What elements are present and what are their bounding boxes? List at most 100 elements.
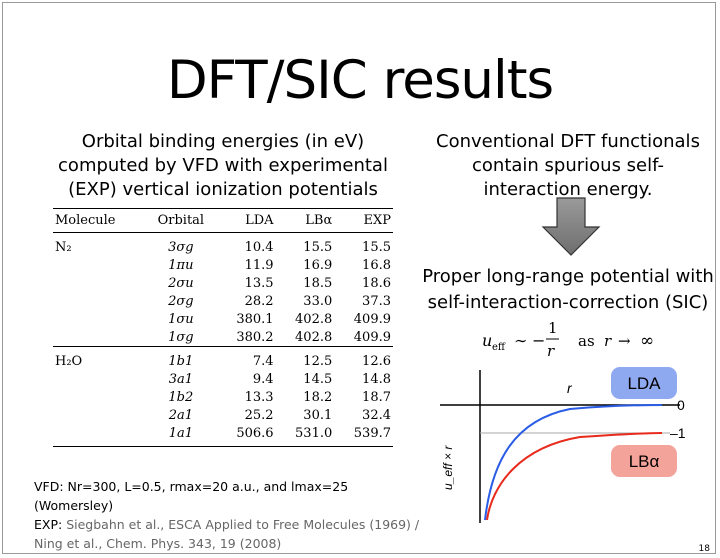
table-row: 1b2 13.3 18.2 18.7 <box>53 388 393 406</box>
formula-arrow: → <box>618 332 631 350</box>
header-orbital: Orbital <box>144 208 217 233</box>
header-exp: EXP <box>334 208 393 233</box>
sie-caption: Conventional DFT functionals contain spu… <box>420 130 716 202</box>
cell-lda: 7.4 <box>216 346 276 370</box>
lba-legend-label: LBα <box>629 452 660 471</box>
cell-exp: 18.6 <box>362 275 391 291</box>
table-caption-line2: computed by VFD with experimental <box>58 155 388 176</box>
cell-orbital: 1σg <box>168 329 194 345</box>
cell-exp: 37.3 <box>362 293 391 309</box>
formula-minus: − <box>532 331 545 350</box>
binding-energy-table: Molecule Orbital LDA LBα EXP N₂ 3σg 10.4… <box>53 208 393 447</box>
slide-number: 18 <box>698 544 710 554</box>
formula-infinity: ∞ <box>640 331 654 351</box>
cell-orbital: 2σg <box>168 293 194 309</box>
table-row: 2a1 25.2 30.1 32.4 <box>53 406 393 424</box>
cell-lba: 402.8 <box>295 311 333 327</box>
cell-exp: 409.9 <box>353 329 391 345</box>
formula-svg: u eff ∼ − 1 r as r → ∞ <box>482 319 654 360</box>
header-lba: LBα <box>275 208 335 233</box>
cell-lba: 14.5 <box>303 371 333 387</box>
sie-caption-line2: contain spurious self- <box>472 155 664 176</box>
footnote-exp-prefix: EXP: <box>34 517 67 532</box>
footnote-ning-reference: Ning et al., Chem. Phys. 343, 19 (2008) <box>34 536 282 551</box>
cell-lba: 30.1 <box>303 407 333 423</box>
cell-lda: 380.1 <box>236 311 274 327</box>
cell-molecule <box>53 292 145 310</box>
formula-eff-subscript: eff <box>492 342 506 353</box>
sic-caption-line1: Proper long-range potential with <box>422 266 714 287</box>
table-caption-line3: (EXP) vertical ionization potentials <box>68 179 378 200</box>
lda-legend-box <box>611 367 677 399</box>
cell-lda: 11.9 <box>244 257 274 273</box>
cell-lba: 531.0 <box>275 424 335 447</box>
cell-orbital: 1b1 <box>144 346 217 370</box>
cell-orbital: 2σu <box>168 275 194 291</box>
formula-u: u <box>482 331 492 350</box>
formula-as: as <box>578 332 595 350</box>
potential-plot: r 0 –1 u_eff × r LDA LBα <box>440 367 686 523</box>
footnote-exp: EXP: Siegbahn et al., ESCA Applied to Fr… <box>34 515 424 534</box>
table-caption-line1: Orbital binding energies (in eV) <box>81 131 365 152</box>
cell-lba: 12.5 <box>275 346 335 370</box>
cell-lba: 402.8 <box>295 329 333 345</box>
cell-molecule <box>53 310 145 328</box>
cell-exp: 18.7 <box>362 389 391 405</box>
cell-molecule: N₂ <box>55 239 72 255</box>
cell-molecule <box>53 274 145 292</box>
table-row: 1πu 11.9 16.9 16.8 <box>53 256 393 274</box>
formula-numerator: 1 <box>548 319 558 337</box>
sie-caption-line3: interaction energy. <box>483 179 653 200</box>
formula-denominator: r <box>547 342 555 360</box>
cell-lda: 13.5 <box>244 275 274 291</box>
cell-lba: 33.0 <box>303 293 333 309</box>
x-axis-label: r <box>567 380 573 396</box>
table-row: 1σg 380.2 402.8 409.9 <box>53 328 393 347</box>
footnote-exp-reference: Siegbahn et al., ESCA Applied to Free Mo… <box>66 517 420 532</box>
cell-orbital: 2a1 <box>168 407 193 423</box>
cell-lda: 506.6 <box>216 424 276 447</box>
cell-orbital: 3σg <box>168 239 194 255</box>
cell-lba: 18.2 <box>303 389 333 405</box>
slide-title: DFT/SIC results <box>166 50 554 111</box>
table-row: 1σu 380.1 402.8 409.9 <box>53 310 393 328</box>
table-row: 2σg 28.2 33.0 37.3 <box>53 292 393 310</box>
cell-lda: 28.2 <box>244 293 274 309</box>
tick-label-zero: 0 <box>677 397 685 413</box>
lda-curve <box>484 404 663 521</box>
cell-exp: 539.7 <box>334 424 393 447</box>
asymptotic-formula: u eff ∼ − 1 r as r → ∞ <box>480 318 680 368</box>
table-row: 3a1 9.4 14.5 14.8 <box>53 370 393 388</box>
lba-curve <box>486 432 663 521</box>
cell-orbital: 1σu <box>168 311 194 327</box>
cell-orbital: 1πu <box>168 257 194 273</box>
cell-lda: 25.2 <box>244 407 274 423</box>
cell-lda: 13.3 <box>244 389 274 405</box>
cell-exp: 16.8 <box>362 257 391 273</box>
cell-lba: 15.5 <box>303 239 333 255</box>
table-row: H₂O 1b1 7.4 12.5 12.6 <box>53 346 393 370</box>
table-row: N₂ 3σg 10.4 15.5 15.5 <box>53 233 393 257</box>
cell-molecule <box>53 424 145 447</box>
cell-molecule <box>53 406 145 424</box>
sie-caption-line1: Conventional DFT functionals <box>436 131 700 152</box>
cell-orbital: 1a1 <box>144 424 217 447</box>
cell-exp: 14.8 <box>362 371 391 387</box>
cell-lda: 10.4 <box>244 239 274 255</box>
cell-molecule <box>53 256 145 274</box>
cell-lda: 380.2 <box>236 329 274 345</box>
cell-molecule <box>53 370 145 388</box>
y-axis-label: u_eff × r <box>441 445 455 490</box>
cell-exp: 32.4 <box>362 407 391 423</box>
lda-legend-label: LDA <box>627 374 661 393</box>
lba-legend-box <box>611 445 677 477</box>
table-caption: Orbital binding energies (in eV) compute… <box>48 130 398 202</box>
cell-orbital: 3a1 <box>168 371 193 387</box>
cell-lba: 16.9 <box>303 257 333 273</box>
cell-exp: 15.5 <box>362 239 391 255</box>
cell-exp: 409.9 <box>353 311 391 327</box>
formula-tilde: ∼ <box>514 331 527 350</box>
formula-r: r <box>604 332 612 350</box>
cell-lda: 9.4 <box>252 371 274 387</box>
